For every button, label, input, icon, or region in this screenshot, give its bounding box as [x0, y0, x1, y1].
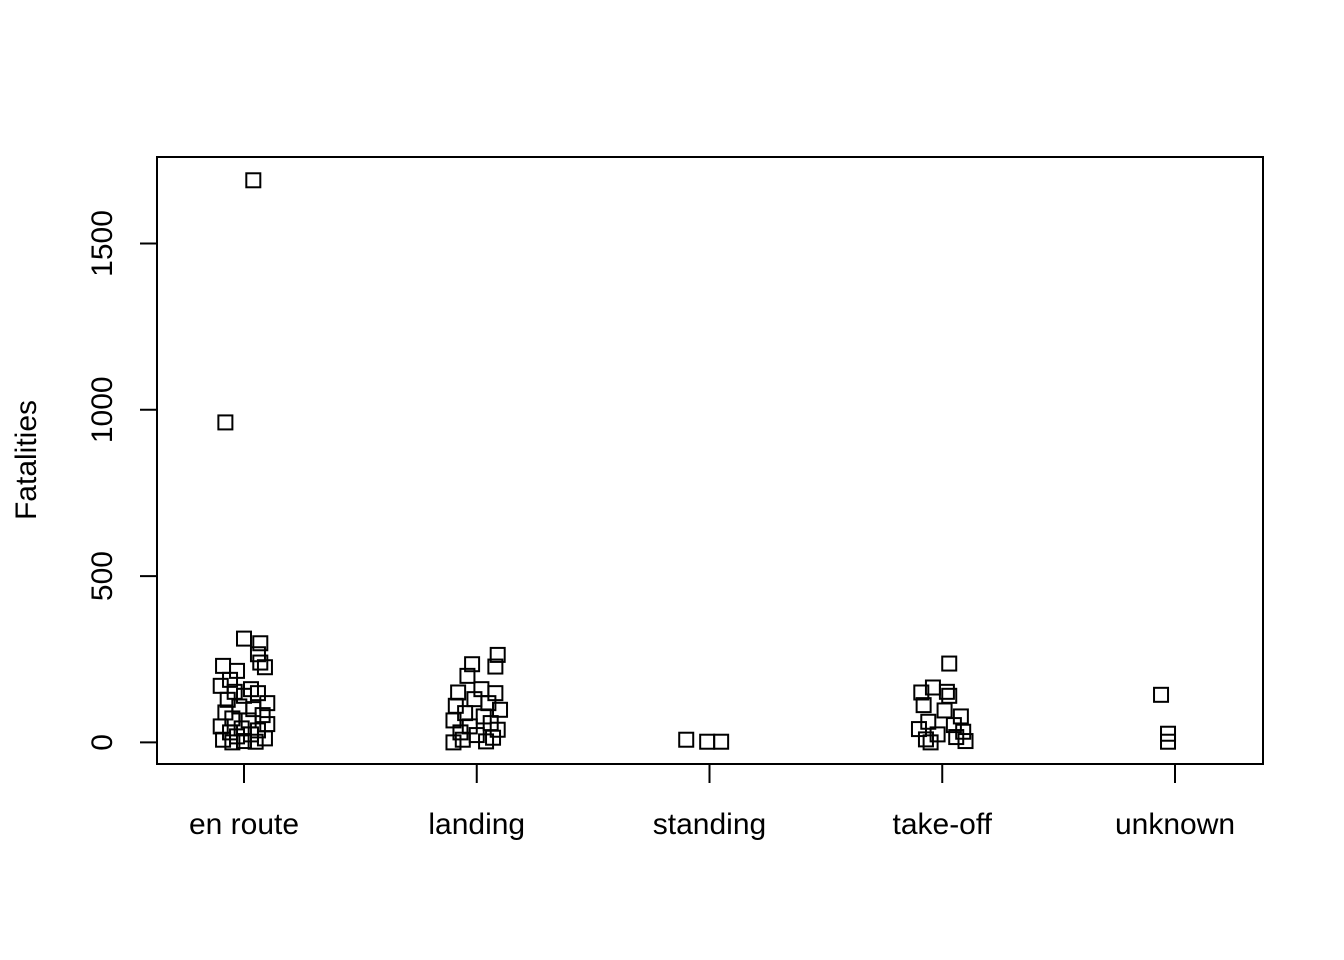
x-tick-label: take-off	[892, 808, 992, 841]
data-point	[713, 733, 730, 750]
data-point	[1160, 733, 1177, 750]
y-tick-label: 500	[86, 551, 119, 601]
data-point	[941, 655, 958, 672]
data-point	[256, 730, 273, 747]
data-point	[459, 667, 476, 684]
data-point	[212, 677, 229, 694]
y-axis: 0 500 1000 1500	[86, 210, 158, 751]
data-point	[215, 731, 232, 748]
x-tick-label: unknown	[1115, 808, 1235, 841]
data-point	[957, 733, 974, 750]
data-point	[245, 172, 262, 189]
y-tick-label: 1500	[86, 210, 119, 277]
data-point	[450, 684, 467, 701]
data-point	[252, 654, 269, 671]
data-point	[699, 733, 716, 750]
x-tick-label: standing	[653, 808, 766, 841]
data-point	[1153, 686, 1170, 703]
data-point	[489, 646, 506, 663]
x-axis: en route landing standing take-off unknown	[189, 764, 1235, 841]
data-point	[487, 658, 504, 675]
y-axis-label: Fatalities	[10, 400, 43, 520]
data-point	[247, 733, 264, 750]
data-point	[454, 731, 471, 748]
data-point	[256, 659, 273, 676]
data-point	[913, 684, 930, 701]
data-point	[245, 701, 262, 718]
data-point	[445, 734, 462, 751]
data-point	[236, 630, 252, 647]
data-point	[252, 635, 269, 652]
data-point	[915, 697, 932, 714]
x-tick-label: landing	[428, 808, 525, 841]
data-point	[922, 734, 939, 751]
data-point	[492, 701, 509, 718]
data-point	[236, 733, 252, 750]
plot-frame	[156, 156, 1264, 765]
y-tick-label: 0	[86, 734, 119, 751]
data-points	[212, 172, 1177, 751]
y-tick-label: 1000	[86, 376, 119, 443]
data-point	[222, 671, 239, 688]
data-point	[224, 734, 241, 751]
data-point	[236, 687, 252, 704]
data-point	[215, 657, 232, 674]
data-point	[938, 683, 955, 700]
data-point	[936, 702, 953, 719]
data-point	[948, 729, 965, 746]
x-tick-label: en route	[189, 808, 299, 841]
data-point	[478, 733, 495, 750]
data-point	[678, 731, 695, 748]
data-point	[917, 731, 934, 748]
data-point	[464, 656, 481, 673]
data-point	[217, 414, 234, 431]
